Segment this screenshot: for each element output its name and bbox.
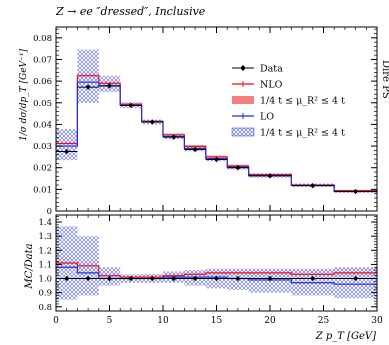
- main-y-label: 1/σ dσ/dp_T [GeV⁻¹]: [19, 49, 29, 141]
- main-ytick-label: 0.05: [33, 99, 52, 109]
- ratio-xtick-label: 30: [371, 316, 383, 326]
- ratio-data-point-0: [64, 276, 69, 281]
- main-data-point-8: [236, 165, 240, 170]
- plot-title: Z → ee ″dressed″, Inclusive: [55, 5, 206, 18]
- main-data-point-9: [268, 174, 272, 178]
- main-ytick-label: 0.02: [33, 164, 52, 174]
- legend-label: 1/4 t ≤ μ_R² ≤ 4 t: [260, 128, 345, 139]
- ratio-y-label: MC/Data: [24, 243, 35, 289]
- ratio-lo-band-bin-11: [334, 267, 377, 299]
- generator-label: Dire PS: [380, 60, 389, 99]
- ratio-ytick-label: 1.2: [38, 246, 52, 256]
- ratio-data-point-11: [353, 276, 358, 281]
- main-ytick-label: 0.06: [33, 77, 52, 87]
- ratio-ytick-label: 0.9: [38, 289, 52, 299]
- ratio-xtick-label: 5: [107, 316, 113, 326]
- main-frame: [55, 26, 378, 212]
- legend-item-data: Data: [232, 64, 283, 75]
- legend-data-point: [240, 65, 246, 71]
- ratio-xtick-label: 20: [264, 316, 276, 326]
- legend-label: NLO: [260, 80, 283, 91]
- legend-item-1-4-t-r-4-t: 1/4 t ≤ μ_R² ≤ 4 t: [231, 127, 345, 139]
- ratio-ytick-label: 0.8: [38, 303, 52, 313]
- legend-item-lo: LO: [232, 112, 274, 123]
- ratio-xtick-label: 0: [53, 316, 59, 326]
- ratio-panel: 0.8 0.9 1.0 1.1 1.2 1.3 1.4 0 5 10 15 20 25 30: [38, 214, 383, 326]
- main-ytick-label: 0: [47, 207, 52, 217]
- ratio-data-point-3: [129, 276, 133, 281]
- ratio-nlo-line: [56, 262, 377, 278]
- main-ytick-label: 0.04: [33, 120, 52, 130]
- ratio-ytick-label: 1.1: [38, 260, 52, 270]
- main-data-point-3: [129, 103, 133, 108]
- ratio-ytick-label: 1.0: [38, 275, 52, 285]
- ratio-xtick-label: 15: [211, 316, 223, 326]
- main-lo-band-bin-0: [56, 129, 78, 161]
- legend: Data NLO 1/4 t ≤ μ_R² ≤ 4 t LO 1/4 t ≤ μ_R² …: [231, 64, 345, 139]
- x-axis-label: Z p_T [GeV]: [315, 331, 376, 342]
- ratio-ytick-label: 1.3: [38, 232, 52, 242]
- ratio-lo-band-bin-10: [291, 268, 335, 296]
- legend-item-1-4-t-r-4-t: 1/4 t ≤ μ_R² ≤ 4 t: [232, 96, 345, 107]
- ratio-xtick-label: 10: [157, 316, 169, 326]
- main-data-point-6: [193, 147, 198, 152]
- main-panel: 0 0.01 0.02 0.03 0.04 0.05 0.06 0.07 0.08: [33, 26, 378, 217]
- ratio-data-point-7: [214, 276, 219, 281]
- ratio-data-point-10: [310, 276, 315, 281]
- main-data-point-7: [214, 157, 219, 162]
- main-ytick-label: 0.03: [33, 142, 52, 152]
- main-lo-line: [56, 81, 377, 193]
- ratio-data-point-6: [193, 276, 198, 281]
- ratio-xtick-label: 25: [318, 316, 330, 326]
- legend-label: Data: [260, 64, 283, 75]
- legend-band-swatch: [232, 96, 254, 104]
- ratio-data-point-1: [86, 276, 90, 281]
- main-data-point-4: [150, 120, 155, 124]
- main-data-point-5: [171, 135, 176, 140]
- main-data-point-11: [353, 189, 358, 194]
- main-ytick-label: 0.01: [33, 185, 52, 195]
- ratio-data-point-9: [268, 276, 272, 281]
- ratio-data-point-4: [150, 276, 155, 281]
- main-data-point-1: [86, 85, 90, 90]
- legend-item-nlo: NLO: [232, 80, 283, 91]
- ratio-data-point-5: [171, 276, 176, 281]
- main-ytick-label: 0.08: [33, 34, 52, 44]
- ratio-data-point-8: [236, 276, 240, 281]
- legend-hatch-swatch: [231, 127, 255, 137]
- main-data-point-2: [107, 83, 112, 88]
- legend-label: 1/4 t ≤ μ_R² ≤ 4 t: [260, 96, 345, 107]
- main-ytick-label: 0.07: [33, 55, 52, 65]
- ratio-data-point-2: [107, 276, 112, 281]
- ratio-frame: [55, 214, 378, 312]
- main-data-point-10: [310, 183, 315, 188]
- legend-label: LO: [260, 112, 274, 123]
- ratio-ytick-label: 1.4: [38, 218, 52, 228]
- main-data-point-0: [64, 149, 69, 154]
